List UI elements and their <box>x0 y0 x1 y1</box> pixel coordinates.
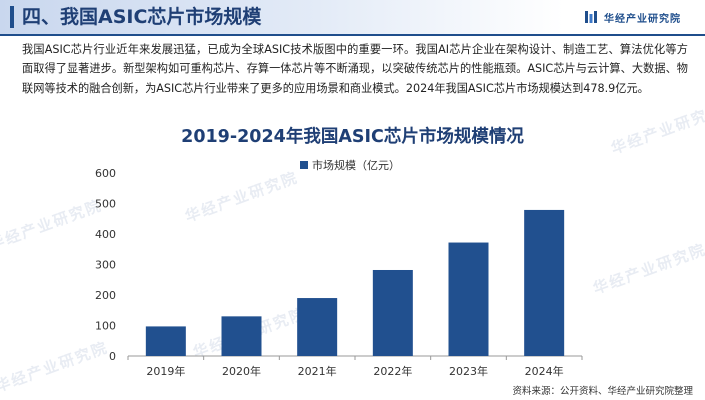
x-tick-label: 2024年 <box>525 364 564 378</box>
bar <box>297 298 338 356</box>
intro-paragraph: 我国ASIC芯片行业近年来发展迅猛，已成为全球ASIC技术版图中的重要一环。我国… <box>22 43 688 95</box>
bar <box>221 316 262 356</box>
y-tick-label: 200 <box>95 289 116 302</box>
x-tick-label: 2023年 <box>449 364 488 378</box>
y-tick-label: 300 <box>95 259 116 272</box>
bar <box>524 209 565 356</box>
y-tick-label: 500 <box>95 198 116 211</box>
chart-title: 2019-2024年我国ASIC芯片市场规模情况 <box>181 127 524 147</box>
bar <box>145 326 186 356</box>
y-tick-label: 400 <box>95 228 116 241</box>
header-accent-bar <box>10 6 14 28</box>
brand-logo-icon <box>585 11 597 23</box>
bar <box>372 269 413 356</box>
y-tick-label: 100 <box>95 320 116 333</box>
bar <box>448 242 489 356</box>
section-title: 四、我国ASIC芯片市场规模 <box>22 6 262 28</box>
x-tick-label: 2022年 <box>373 364 412 378</box>
brand: 华经产业研究院 <box>584 9 681 25</box>
y-tick-label: 0 <box>109 350 116 363</box>
legend-swatch <box>300 161 308 169</box>
chart-legend: 市场规模（亿元） <box>300 158 400 172</box>
source-note: 资料来源：公开资料、华经产业研究院整理 <box>512 386 693 397</box>
x-tick-label: 2020年 <box>222 364 261 378</box>
brand-name: 华经产业研究院 <box>604 13 681 25</box>
legend-label: 市场规模（亿元） <box>312 159 400 172</box>
y-tick-label: 600 <box>95 167 116 180</box>
header-divider <box>0 34 705 36</box>
x-tick-label: 2019年 <box>146 364 185 378</box>
x-tick-label: 2021年 <box>298 364 337 378</box>
